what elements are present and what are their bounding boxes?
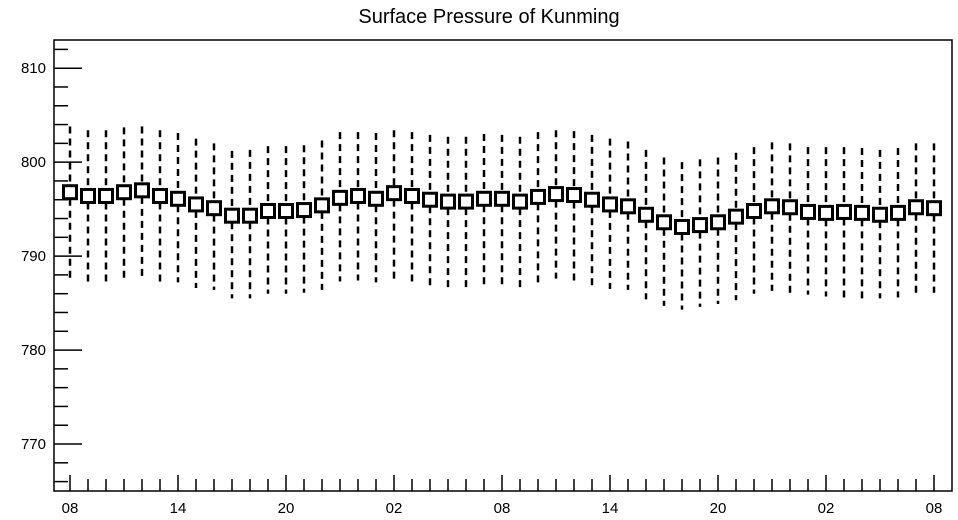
data-point-marker	[206, 200, 222, 217]
data-point-marker	[584, 191, 600, 208]
data-point-marker	[494, 190, 510, 207]
y-tick-label: 780	[21, 342, 46, 359]
data-point-marker	[746, 203, 762, 220]
data-point-marker	[386, 185, 402, 202]
y-tick-label: 800	[21, 154, 46, 171]
y-axis: 770 780 790 800 810	[21, 48, 82, 483]
data-point-marker	[656, 214, 672, 231]
data-point-marker	[512, 193, 528, 210]
data-point-marker	[440, 193, 456, 210]
x-tick-label: 02	[386, 500, 403, 517]
data-point-marker	[152, 187, 168, 204]
data-point-marker	[242, 207, 258, 224]
data-point-marker	[134, 182, 150, 199]
data-point-marker	[692, 217, 708, 234]
data-point-marker	[782, 199, 798, 216]
data-point-marker	[818, 204, 834, 221]
data-point-marker	[188, 196, 204, 213]
data-point-marker	[800, 203, 816, 220]
data-point-marker	[80, 187, 96, 204]
data-point-marker	[224, 207, 240, 224]
data-point-marker	[638, 206, 654, 223]
data-point-marker	[170, 190, 186, 207]
data-point-marker	[314, 197, 330, 214]
data-point-marker	[908, 199, 924, 216]
y-tick-label: 770	[21, 436, 46, 453]
x-tick-label: 08	[62, 500, 79, 517]
x-tick-label: 20	[278, 500, 295, 517]
y-tick-label: 790	[21, 248, 46, 265]
x-tick-label: 08	[926, 500, 943, 517]
data-point-marker	[530, 188, 546, 205]
data-point-marker	[926, 200, 942, 217]
data-point-marker	[116, 184, 132, 201]
data-point-marker	[602, 196, 618, 213]
data-point-marker	[296, 202, 312, 219]
data-point-marker	[332, 189, 348, 206]
x-tick-label: 02	[818, 500, 835, 517]
x-axis: 08 14 20 02 08 14 20 02 08	[62, 475, 943, 517]
data-point-marker	[458, 193, 474, 210]
data-point-marker	[620, 198, 636, 215]
data-point-marker	[710, 214, 726, 231]
data-point-marker	[566, 187, 582, 204]
x-tick-label: 14	[170, 500, 187, 517]
x-tick-label: 08	[494, 500, 511, 517]
data-point-marker	[278, 203, 294, 220]
data-point-marker	[728, 208, 744, 225]
data-point-marker	[872, 206, 888, 223]
data-point-marker	[890, 204, 906, 221]
data-point-marker	[836, 203, 852, 220]
data-point-marker	[476, 190, 492, 207]
chart-title: Surface Pressure of Kunming	[358, 6, 619, 28]
data-point-marker	[62, 184, 78, 201]
x-tick-label: 14	[602, 500, 619, 517]
y-tick-label: 810	[21, 60, 46, 77]
x-tick-label: 20	[710, 500, 727, 517]
data-point-marker	[350, 187, 366, 204]
error-bars	[68, 126, 936, 310]
data-point-marker	[764, 198, 780, 215]
data-point-marker	[548, 186, 564, 203]
data-markers	[62, 182, 942, 235]
data-point-marker	[404, 187, 420, 204]
data-point-marker	[674, 218, 690, 235]
data-point-marker	[368, 190, 384, 207]
plot-frame	[53, 39, 953, 492]
data-point-marker	[422, 191, 438, 208]
data-point-marker	[260, 203, 276, 220]
data-point-marker	[854, 204, 870, 221]
data-point-marker	[98, 187, 114, 204]
